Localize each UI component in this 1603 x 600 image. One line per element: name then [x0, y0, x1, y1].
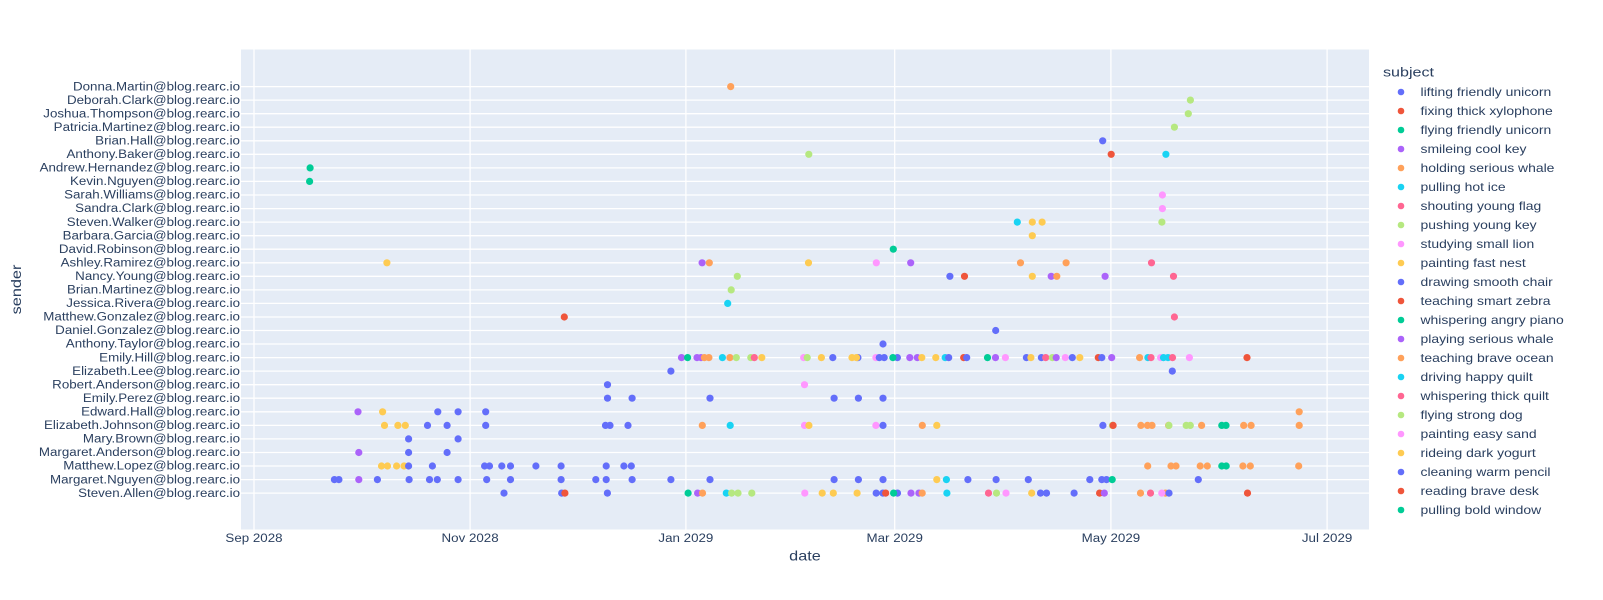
svg-text:pushing young key: pushing young key	[1421, 218, 1537, 232]
svg-text:teaching brave ocean: teaching brave ocean	[1421, 351, 1554, 365]
svg-text:drawing smooth chair: drawing smooth chair	[1421, 275, 1553, 289]
svg-text:Margaret.Anderson@blog.rearc.i: Margaret.Anderson@blog.rearc.io	[39, 447, 240, 459]
svg-text:Mar 2029: Mar 2029	[867, 533, 923, 545]
svg-text:Anthony.Taylor@blog.rearc.io: Anthony.Taylor@blog.rearc.io	[66, 339, 240, 351]
svg-text:Deborah.Clark@blog.rearc.io: Deborah.Clark@blog.rearc.io	[67, 95, 240, 107]
svg-text:Sandra.Clark@blog.rearc.io: Sandra.Clark@blog.rearc.io	[75, 203, 240, 215]
svg-text:Joshua.Thompson@blog.rearc.io: Joshua.Thompson@blog.rearc.io	[43, 108, 240, 120]
svg-text:Barbara.Garcia@blog.rearc.io: Barbara.Garcia@blog.rearc.io	[63, 230, 240, 242]
svg-text:subject: subject	[1383, 65, 1434, 80]
svg-text:whispering thick quilt: whispering thick quilt	[1419, 389, 1549, 403]
svg-text:Elizabeth.Lee@blog.rearc.io: Elizabeth.Lee@blog.rearc.io	[72, 366, 240, 378]
svg-text:driving happy quilt: driving happy quilt	[1421, 370, 1534, 384]
svg-text:whispering angry piano: whispering angry piano	[1419, 313, 1564, 327]
svg-text:Brian.Martinez@blog.rearc.io: Brian.Martinez@blog.rearc.io	[67, 285, 240, 297]
svg-text:rideing dark yogurt: rideing dark yogurt	[1421, 446, 1537, 460]
svg-text:date: date	[789, 548, 821, 564]
svg-text:fixing thick xylophone: fixing thick xylophone	[1421, 104, 1554, 118]
svg-text:painting fast nest: painting fast nest	[1421, 256, 1527, 270]
svg-text:flying strong dog: flying strong dog	[1421, 408, 1523, 422]
svg-text:Donna.Martin@blog.rearc.io: Donna.Martin@blog.rearc.io	[73, 81, 240, 93]
svg-text:Brian.Hall@blog.rearc.io: Brian.Hall@blog.rearc.io	[95, 136, 240, 148]
svg-text:Robert.Anderson@blog.rearc.io: Robert.Anderson@blog.rearc.io	[52, 379, 240, 391]
svg-text:Edward.Hall@blog.rearc.io: Edward.Hall@blog.rearc.io	[81, 407, 240, 419]
svg-text:Nancy.Young@blog.rearc.io: Nancy.Young@blog.rearc.io	[75, 271, 240, 283]
svg-text:Emily.Hill@blog.rearc.io: Emily.Hill@blog.rearc.io	[99, 352, 240, 364]
svg-text:Ashley.Ramirez@blog.rearc.io: Ashley.Ramirez@blog.rearc.io	[61, 257, 240, 269]
svg-text:Margaret.Nguyen@blog.rearc.io: Margaret.Nguyen@blog.rearc.io	[50, 474, 240, 486]
svg-text:Jessica.Rivera@blog.rearc.io: Jessica.Rivera@blog.rearc.io	[66, 298, 240, 310]
svg-text:sender: sender	[8, 264, 24, 314]
svg-text:Jan 2029: Jan 2029	[658, 533, 713, 545]
svg-text:Matthew.Lopez@blog.rearc.io: Matthew.Lopez@blog.rearc.io	[63, 461, 240, 473]
svg-text:Steven.Walker@blog.rearc.io: Steven.Walker@blog.rearc.io	[67, 217, 240, 229]
svg-text:Mary.Brown@blog.rearc.io: Mary.Brown@blog.rearc.io	[83, 434, 240, 446]
svg-text:Kevin.Nguyen@blog.rearc.io: Kevin.Nguyen@blog.rearc.io	[70, 176, 240, 188]
svg-text:Steven.Allen@blog.rearc.io: Steven.Allen@blog.rearc.io	[78, 488, 240, 500]
svg-text:lifting friendly unicorn: lifting friendly unicorn	[1421, 85, 1552, 99]
svg-text:flying friendly unicorn: flying friendly unicorn	[1421, 123, 1552, 137]
svg-text:studying small lion: studying small lion	[1421, 237, 1535, 251]
svg-text:teaching smart zebra: teaching smart zebra	[1421, 294, 1551, 308]
svg-text:Patricia.Martinez@blog.rearc.i: Patricia.Martinez@blog.rearc.io	[54, 122, 240, 134]
svg-text:Sep 2028: Sep 2028	[225, 533, 282, 545]
svg-text:pulling bold window: pulling bold window	[1421, 503, 1542, 517]
svg-text:pulling hot ice: pulling hot ice	[1421, 180, 1506, 194]
svg-text:holding serious whale: holding serious whale	[1421, 161, 1555, 175]
svg-text:shouting young flag: shouting young flag	[1421, 199, 1542, 213]
svg-text:Nov 2028: Nov 2028	[442, 533, 499, 545]
svg-text:David.Robinson@blog.rearc.io: David.Robinson@blog.rearc.io	[59, 244, 240, 256]
svg-text:cleaning warm pencil: cleaning warm pencil	[1421, 465, 1551, 479]
svg-text:Matthew.Gonzalez@blog.rearc.io: Matthew.Gonzalez@blog.rearc.io	[43, 312, 240, 324]
svg-text:playing serious whale: playing serious whale	[1421, 332, 1554, 346]
svg-text:May 2029: May 2029	[1082, 533, 1141, 545]
svg-text:Jul 2029: Jul 2029	[1302, 533, 1352, 545]
svg-text:Anthony.Baker@blog.rearc.io: Anthony.Baker@blog.rearc.io	[67, 149, 241, 161]
svg-text:Elizabeth.Johnson@blog.rearc.i: Elizabeth.Johnson@blog.rearc.io	[44, 420, 240, 432]
svg-text:Andrew.Hernandez@blog.rearc.io: Andrew.Hernandez@blog.rearc.io	[40, 163, 240, 175]
svg-text:reading brave desk: reading brave desk	[1421, 484, 1541, 498]
svg-text:Emily.Perez@blog.rearc.io: Emily.Perez@blog.rearc.io	[83, 393, 240, 405]
svg-text:Sarah.Williams@blog.rearc.io: Sarah.Williams@blog.rearc.io	[64, 190, 240, 202]
svg-text:smileing cool key: smileing cool key	[1421, 142, 1527, 156]
svg-text:Daniel.Gonzalez@blog.rearc.io: Daniel.Gonzalez@blog.rearc.io	[55, 325, 240, 337]
svg-text:painting easy sand: painting easy sand	[1421, 427, 1537, 441]
